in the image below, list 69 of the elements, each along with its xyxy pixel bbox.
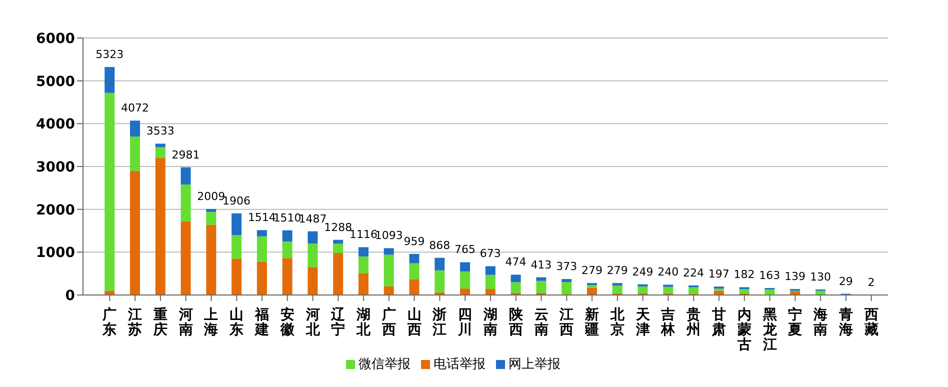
x-tick-label: 吉林 [660, 307, 676, 338]
x-tick-label: 北京 [609, 307, 626, 338]
total-label: 1288 [324, 220, 352, 234]
total-label: 130 [810, 270, 831, 284]
x-tick-label: 江苏 [127, 307, 142, 338]
x-tick-label: 甘肃 [710, 307, 726, 338]
total-label: 182 [734, 268, 755, 282]
x-tick-label: 福建 [254, 306, 270, 338]
x-tick-label: 黑龙江 [762, 307, 778, 353]
total-label: 1510 [273, 211, 302, 224]
total-label: 197 [708, 268, 730, 281]
total-label: 2981 [172, 148, 200, 162]
x-tick-label: 湖北 [356, 307, 372, 338]
x-tick-label: 西藏 [863, 307, 878, 338]
total-label: 765 [454, 243, 476, 256]
total-label: 474 [505, 256, 526, 269]
x-tick-label: 广东 [102, 306, 117, 338]
total-label: 413 [530, 258, 552, 272]
y-tick-label: 4000 [36, 116, 76, 133]
y-tick-label: 1000 [36, 245, 76, 262]
total-label: 279 [581, 264, 602, 278]
total-label: 2 [868, 276, 875, 289]
x-tick-label: 浙江 [432, 307, 447, 338]
x-tick-label: 河南 [178, 307, 193, 338]
x-tick-label: 山西 [406, 307, 422, 338]
total-label: 373 [556, 260, 578, 274]
x-tick-label: 山东 [228, 307, 244, 338]
total-label: 249 [632, 265, 654, 278]
total-label: 673 [480, 247, 501, 260]
x-tick-label: 湖南 [482, 307, 498, 338]
x-tick-label: 天津 [634, 307, 651, 338]
x-tick-label: 重庆 [152, 307, 168, 338]
x-tick-label: 四川 [457, 307, 472, 338]
x-tick-label: 江西 [558, 307, 574, 338]
total-label: 1514 [248, 211, 276, 224]
x-tick-label: 内蒙古 [736, 307, 752, 353]
x-tick-label: 广西 [380, 306, 396, 338]
x-tick-label: 辽宁 [330, 307, 346, 338]
x-tick-label: 青海 [838, 307, 853, 338]
y-tick-label: 5000 [36, 74, 76, 90]
total-label: 279 [606, 264, 628, 278]
total-label: 3533 [146, 124, 174, 138]
total-label: 29 [838, 274, 853, 288]
x-tick-label: 河北 [304, 307, 321, 338]
total-label: 2009 [197, 190, 226, 203]
y-tick-label: 6000 [36, 30, 76, 47]
total-label: 868 [429, 238, 450, 252]
x-tick-label: 云南 [533, 307, 548, 338]
total-label: 139 [784, 270, 806, 284]
x-tick-label: 新疆 [584, 306, 600, 338]
y-tick-label: 3000 [36, 159, 76, 176]
x-tick-label: 海南 [812, 307, 828, 338]
x-tick-label: 上海 [203, 307, 218, 338]
total-label: 163 [759, 269, 780, 282]
y-tick-label: 0 [65, 288, 76, 304]
x-tick-label: 陕西 [508, 307, 524, 338]
total-label: 4072 [121, 102, 150, 115]
legend-label: 电话举报 [434, 357, 486, 372]
total-label: 240 [658, 266, 679, 279]
y-tick-label: 2000 [36, 202, 76, 218]
total-label: 1487 [298, 212, 327, 226]
x-tick-label: 宁夏 [787, 306, 802, 338]
x-tick-label: 贵州 [686, 307, 701, 338]
x-tick-label: 安徽 [279, 306, 296, 338]
legend-label: 微信举报 [358, 357, 410, 372]
legend-label: 网上举报 [508, 357, 560, 372]
total-label: 959 [404, 234, 425, 248]
total-label: 5323 [96, 48, 124, 61]
total-label: 224 [683, 266, 704, 280]
